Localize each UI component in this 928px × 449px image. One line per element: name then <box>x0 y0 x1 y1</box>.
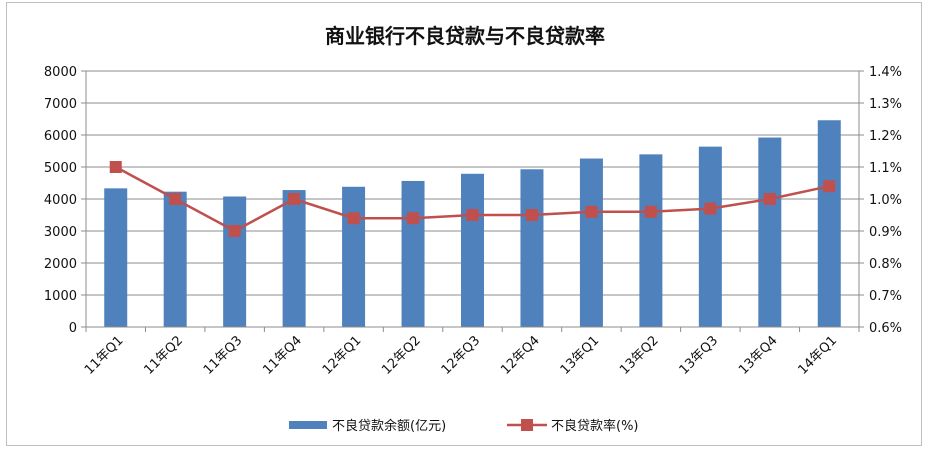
bar <box>401 180 425 327</box>
right-axis-ticks: 0.6% 0.7% 0.8% 0.9% 1.0% 1.1% 1.2% 1.3% 1.4% <box>869 65 902 336</box>
legend-marker-line <box>521 419 533 431</box>
x-tick-label: 13年Q3 <box>677 333 722 378</box>
rate-point <box>585 205 598 218</box>
right-tick-label: 0.6% <box>869 321 902 336</box>
bar <box>104 188 128 327</box>
bar <box>223 196 247 327</box>
left-tick-label: 3000 <box>44 225 77 240</box>
rate-point <box>644 205 657 218</box>
x-tick-label: 12年Q1 <box>320 333 365 378</box>
left-tick-label: 2000 <box>44 257 77 272</box>
chart-svg: 商业银行不良贷款与不良贷款率 0 1000 2000 3000 4000 5000 6000… <box>44 24 902 434</box>
left-tick-label: 7000 <box>44 97 77 112</box>
bar <box>282 190 306 327</box>
left-tick-label: 6000 <box>44 129 77 144</box>
x-tick-label: 11年Q2 <box>141 333 186 378</box>
x-tick-label: 12年Q2 <box>379 333 424 378</box>
rate-point <box>347 212 360 225</box>
bar <box>163 191 187 327</box>
bar <box>698 146 722 327</box>
left-tick-label: 0 <box>69 321 77 336</box>
left-tick-label: 8000 <box>44 65 77 80</box>
rate-point <box>466 209 479 221</box>
left-tick-label: 5000 <box>44 161 77 176</box>
bar <box>461 173 484 327</box>
legend-swatch-bar <box>289 421 327 429</box>
x-tick-label: 12年Q4 <box>498 333 543 378</box>
x-axis-ticks: 11年Q1 11年Q2 11年Q3 11年Q4 12年Q1 12年Q2 12年Q3 12年Q4… <box>82 333 840 378</box>
legend-label-line: 不良贷款率(%) <box>551 418 639 434</box>
rate-point <box>763 193 776 205</box>
right-tick-label: 0.8% <box>869 257 902 272</box>
chart-frame: 商业银行不良贷款与不良贷款率 0 1000 2000 3000 4000 5000 6000… <box>6 2 922 446</box>
rate-point <box>169 193 182 205</box>
right-tick-label: 0.9% <box>869 225 902 240</box>
right-tick-label: 1.4% <box>869 65 902 80</box>
x-tick-label: 12年Q3 <box>439 333 484 378</box>
line-layer <box>109 161 836 237</box>
x-tick-label: 13年Q1 <box>558 333 603 378</box>
chart-title: 商业银行不良贷款与不良贷款率 <box>325 24 605 48</box>
legend: 不良贷款余额(亿元) 不良贷款率(%) <box>289 418 639 434</box>
x-tick-label: 11年Q1 <box>82 333 127 378</box>
right-tick-label: 1.1% <box>869 161 902 176</box>
rate-point <box>407 212 420 225</box>
rate-point <box>288 193 301 205</box>
axes-layer <box>81 70 864 332</box>
bar <box>520 169 544 327</box>
rate-point <box>704 202 717 215</box>
x-tick-label: 14年Q1 <box>796 333 841 378</box>
bar <box>342 186 366 327</box>
bar <box>639 154 663 327</box>
right-tick-label: 0.7% <box>869 289 902 304</box>
legend-label-bar: 不良贷款余额(亿元) <box>332 418 446 434</box>
rate-point <box>228 225 241 237</box>
left-tick-label: 1000 <box>44 289 77 304</box>
right-tick-label: 1.0% <box>869 193 902 208</box>
bar <box>817 120 841 327</box>
x-tick-label: 13年Q4 <box>736 333 781 378</box>
x-tick-label: 11年Q4 <box>260 333 305 378</box>
rate-point <box>525 209 538 221</box>
rate-point <box>109 161 122 173</box>
left-axis-ticks: 0 1000 2000 3000 4000 5000 6000 7000 8000 <box>44 65 77 336</box>
x-tick-label: 11年Q3 <box>201 333 246 378</box>
bar <box>579 158 603 327</box>
bars-layer <box>104 120 841 327</box>
x-tick-label: 13年Q2 <box>617 333 662 378</box>
right-tick-label: 1.2% <box>869 129 902 144</box>
left-tick-label: 4000 <box>44 193 77 208</box>
rate-point <box>823 180 836 193</box>
bar <box>758 137 782 327</box>
right-tick-label: 1.3% <box>869 97 902 112</box>
